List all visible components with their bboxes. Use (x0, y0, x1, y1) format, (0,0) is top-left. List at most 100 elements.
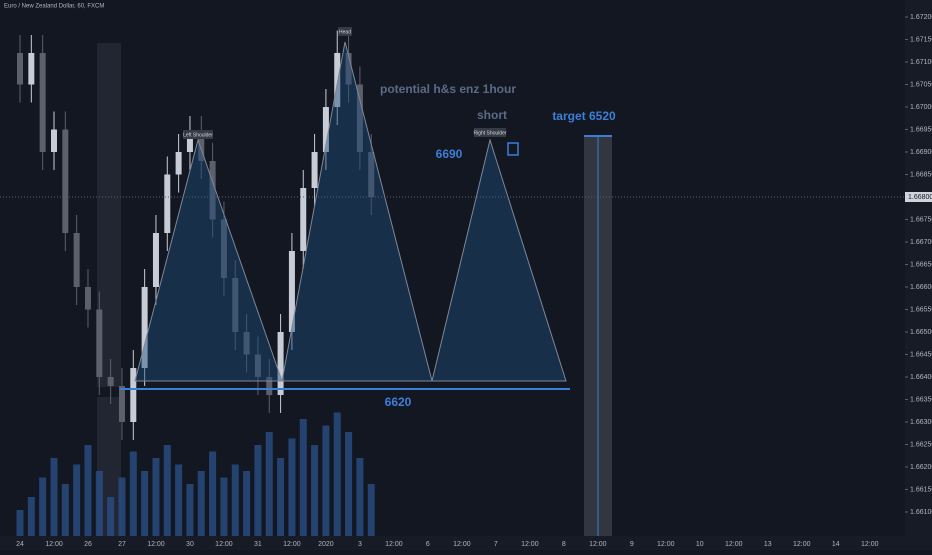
candle-body (198, 134, 205, 161)
x-tick-label: 12:00 (521, 541, 539, 548)
left-shoulder-label: Left Shoulder (183, 132, 213, 138)
volume-bar (288, 438, 296, 536)
head-label: Head (339, 29, 351, 35)
volume-bar (209, 451, 217, 536)
candle-body (62, 129, 69, 233)
y-tick-label: 1.66400 (910, 374, 932, 381)
candle-body (254, 354, 261, 377)
volume-bar (311, 445, 319, 536)
x-tick-label: 30 (186, 541, 194, 548)
candle-body (186, 134, 193, 152)
y-tick-label: 1.66350 (910, 396, 932, 403)
label-box (338, 27, 352, 36)
y-tick-label: 1.67050 (910, 81, 932, 88)
candle-body (345, 53, 352, 85)
volume-bar (175, 464, 183, 536)
y-tick-label: 1.66850 (910, 171, 932, 178)
y-tick-label: 1.67000 (910, 104, 932, 111)
x-tick-label: 12:00 (657, 541, 675, 548)
y-tick-label: 1.66450 (910, 351, 932, 358)
volume-bar (356, 458, 364, 536)
x-tick-label: 12:00 (215, 541, 233, 548)
volume-bar (265, 432, 273, 536)
last-price-label: 1.66800 (908, 194, 932, 201)
x-tick-label: 12:00 (725, 541, 743, 548)
x-tick-label: 10 (696, 541, 704, 548)
y-tick-label: 1.66700 (910, 239, 932, 246)
candle-body (73, 233, 80, 287)
short-marker (507, 142, 519, 156)
neckline-label: 6620 (385, 395, 412, 409)
volume-bar (277, 458, 285, 536)
candle-body (84, 287, 91, 310)
head-shape (281, 41, 433, 382)
x-tick-label: 31 (254, 541, 262, 548)
volume-bar (345, 432, 353, 536)
x-tick-label: 8 (562, 541, 566, 548)
x-tick-label: 7 (494, 541, 498, 548)
volume-bar (84, 445, 92, 536)
y-tick-label: 1.67200 (910, 14, 932, 21)
volume-bar (243, 471, 251, 536)
time-axis (0, 536, 905, 550)
x-tick-label: 2020 (318, 541, 334, 548)
y-tick-label: 1.66650 (910, 261, 932, 268)
volume-bar (118, 477, 126, 536)
right-shoulder-shape (431, 138, 567, 382)
volume-bar (16, 510, 24, 536)
candle-body (243, 332, 250, 355)
x-tick-label: 12:00 (793, 541, 811, 548)
volume-bar (141, 471, 149, 536)
x-tick-label: 9 (630, 541, 634, 548)
candle-body (266, 377, 273, 395)
x-tick-label: 26 (84, 541, 92, 548)
left-shoulder-shape (134, 138, 283, 382)
x-tick-label: 14 (832, 541, 840, 548)
volume-bar (231, 464, 239, 536)
candle-body (28, 53, 35, 85)
y-tick-label: 1.66150 (910, 486, 932, 493)
candle-body (277, 332, 284, 395)
y-tick-label: 1.67100 (910, 59, 932, 66)
candle-body (334, 53, 341, 107)
volume-bar (186, 484, 194, 536)
y-tick-label: 1.66250 (910, 441, 932, 448)
volume-bar (220, 477, 228, 536)
volume-bar (197, 471, 205, 536)
candle-body (50, 129, 57, 152)
candle-body (118, 386, 125, 422)
volume-bar (322, 425, 330, 536)
label-box (183, 130, 213, 139)
short-label: short (477, 108, 507, 122)
volume-bar (61, 484, 69, 536)
y-tick-label: 1.66200 (910, 464, 932, 471)
candle-body (322, 107, 329, 152)
x-tick-label: 3 (358, 541, 362, 548)
y-tick-label: 1.66550 (910, 306, 932, 313)
marks (16, 30, 375, 536)
volume-bar (73, 464, 81, 536)
price-axis (905, 0, 932, 550)
x-tick-label: 12:00 (385, 541, 403, 548)
y-tick-label: 1.66600 (910, 284, 932, 291)
candle-body (311, 152, 318, 188)
volume-bar (27, 497, 35, 536)
candle-body (220, 219, 227, 278)
candle-body (39, 53, 46, 152)
x-tick-label: 12:00 (147, 541, 165, 548)
entry-label: 6690 (436, 147, 463, 161)
volume-bar (254, 445, 262, 536)
candle-body (96, 309, 103, 377)
right-shoulder-label: Right Shoulder (473, 130, 506, 136)
candle-body (164, 174, 171, 233)
y-tick-label: 1.66900 (910, 149, 932, 156)
volume-bar (367, 484, 375, 536)
x-tick-label: 13 (764, 541, 772, 548)
y-tick-label: 1.66500 (910, 329, 932, 336)
volume-bar (333, 412, 341, 536)
volume-bar (152, 458, 160, 536)
candle-body (175, 152, 182, 175)
volume-bar (299, 419, 307, 536)
volume-bar (39, 477, 47, 536)
